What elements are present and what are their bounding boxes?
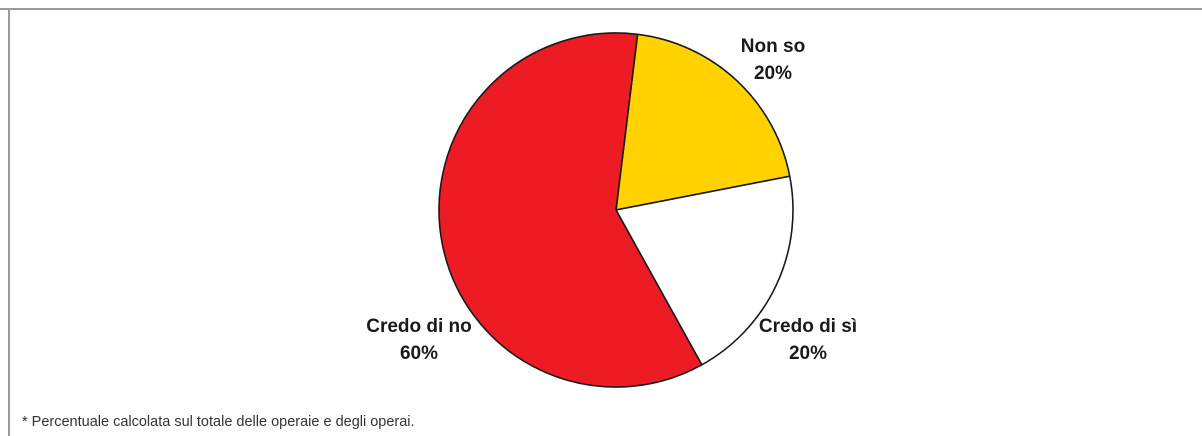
slice-value-credo-di-s: 20% <box>789 343 827 364</box>
slice-label-credo-di-s: Credo di sì <box>759 316 857 337</box>
pie-labels: Non so 20% Credo di sì 20% Credo di no 60% <box>366 36 857 364</box>
slice-label-credo-di-no: Credo di no <box>366 316 472 337</box>
slice-label-non-so: Non so <box>741 36 805 57</box>
slice-value-credo-di-no: 60% <box>400 343 438 364</box>
footnote: * Percentuale calcolata sul totale delle… <box>22 414 415 430</box>
pie-slice-credo-di-s <box>615 175 794 366</box>
pie-slices <box>438 32 794 388</box>
pie-slice-non-so <box>615 33 791 211</box>
slice-value-non-so: 20% <box>754 63 792 84</box>
pie-slice-credo-di-no <box>438 32 703 388</box>
